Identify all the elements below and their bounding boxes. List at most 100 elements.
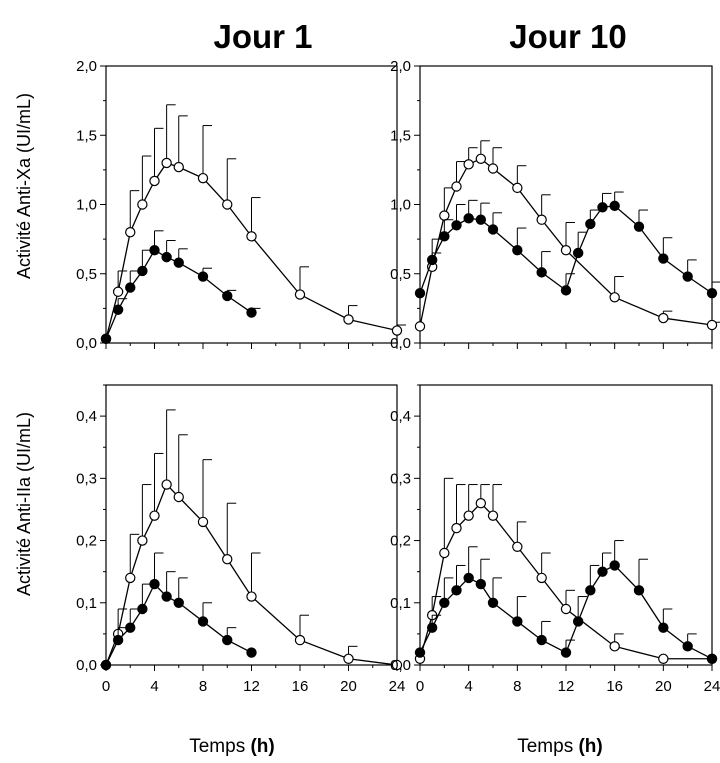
x-tick-label: 0 [102, 678, 110, 695]
data-point [246, 231, 257, 242]
data-point [161, 479, 172, 490]
data-point [246, 647, 257, 658]
data-point [597, 566, 608, 577]
data-point [512, 616, 523, 627]
data-point [137, 603, 148, 615]
data-point [463, 159, 474, 170]
data-point [475, 498, 487, 509]
data-point [246, 307, 257, 318]
y-tick-label: 2,0 [390, 58, 411, 75]
data-point [682, 641, 693, 652]
y-tick-label: 2,0 [76, 58, 97, 75]
y-tick-label: 1,5 [390, 127, 411, 144]
data-point [414, 647, 426, 658]
data-point [100, 659, 112, 671]
y-tick-label: 0,0 [390, 335, 411, 352]
x-tick-label: 4 [150, 678, 158, 695]
data-point [439, 597, 450, 608]
data-point [161, 591, 172, 602]
data-point [475, 578, 487, 590]
series-filled [100, 230, 261, 345]
chart-panel-anti-xa-jour1: 0,0 0,5 1,0 1,5 2,0 [76, 58, 406, 352]
chart-panel-anti-iia-jour10: 0,0 0,1 0,2 0,3 0,4 0 4 8 12 16 20 24 [390, 384, 720, 695]
data-point [222, 634, 233, 646]
data-point [125, 282, 136, 293]
y-axis-label-anti-xa: Activité Anti-Xa (UI/mL) [14, 93, 34, 279]
chart-panel-anti-iia-jour1: 0,0 0,1 0,2 0,3 0,4 0 4 8 12 16 20 24 [76, 384, 405, 695]
data-point [706, 319, 718, 331]
data-point [391, 659, 403, 671]
series-filled [414, 540, 718, 664]
y-tick-label: 0,0 [390, 657, 411, 674]
data-point [149, 245, 160, 256]
data-point [572, 247, 584, 259]
data-point [463, 510, 474, 521]
data-point [439, 547, 450, 559]
data-point [246, 591, 257, 602]
data-point [451, 522, 462, 534]
col-title-jour1: Jour 1 [213, 18, 312, 55]
x-tick-label: 16 [292, 678, 309, 695]
x-tick-label: 24 [704, 678, 720, 695]
data-point [149, 578, 160, 590]
data-point [161, 251, 172, 263]
data-point [658, 312, 669, 324]
x-tick-label: 16 [606, 678, 623, 695]
x-axis-label-left: Temps (h) [189, 736, 275, 757]
data-point [682, 271, 693, 282]
data-point [487, 224, 499, 235]
data-point [633, 221, 645, 232]
series-filled [414, 191, 720, 299]
data-point [560, 647, 572, 658]
data-point [426, 254, 438, 266]
data-point [391, 325, 403, 336]
data-point [487, 510, 499, 521]
data-point [451, 220, 462, 231]
data-point [585, 218, 596, 230]
x-tick-label: 0 [416, 678, 424, 695]
x-tick-label: 12 [558, 678, 575, 695]
y-tick-label: 0,2 [76, 533, 97, 550]
data-point [706, 653, 718, 664]
data-point [658, 253, 669, 264]
data-point [609, 292, 620, 303]
data-point [100, 333, 112, 345]
x-tick-label: 4 [464, 678, 472, 695]
y-tick-label: 0,1 [390, 595, 411, 612]
data-point [463, 572, 474, 584]
data-point [112, 634, 124, 646]
data-point [173, 257, 184, 268]
data-point [197, 271, 209, 282]
x-tick-label: 8 [513, 678, 521, 695]
y-tick-label: 1,0 [76, 197, 97, 214]
data-point [173, 491, 184, 503]
data-point [125, 622, 136, 633]
data-point [414, 321, 426, 332]
data-point [560, 245, 572, 256]
y-tick-label: 0,1 [76, 595, 97, 612]
data-point [609, 200, 620, 212]
data-point [633, 585, 645, 596]
data-point [451, 181, 462, 192]
data-point [536, 267, 547, 278]
data-point [197, 172, 209, 184]
series-open [100, 104, 406, 345]
data-point [536, 572, 547, 584]
y-tick-label: 0,5 [76, 266, 97, 283]
data-point [439, 231, 450, 242]
data-point [572, 616, 584, 627]
y-tick-label: 0,4 [390, 408, 411, 425]
data-point [137, 199, 148, 210]
data-point [222, 199, 233, 210]
data-point [222, 554, 233, 565]
y-tick-label: 0,3 [76, 470, 97, 487]
data-point [451, 585, 462, 596]
data-point [439, 210, 450, 221]
data-point [197, 616, 209, 627]
data-point [560, 603, 572, 615]
plot-frame [419, 384, 713, 666]
data-point [512, 541, 523, 552]
data-point [487, 163, 499, 174]
data-point [197, 516, 209, 528]
